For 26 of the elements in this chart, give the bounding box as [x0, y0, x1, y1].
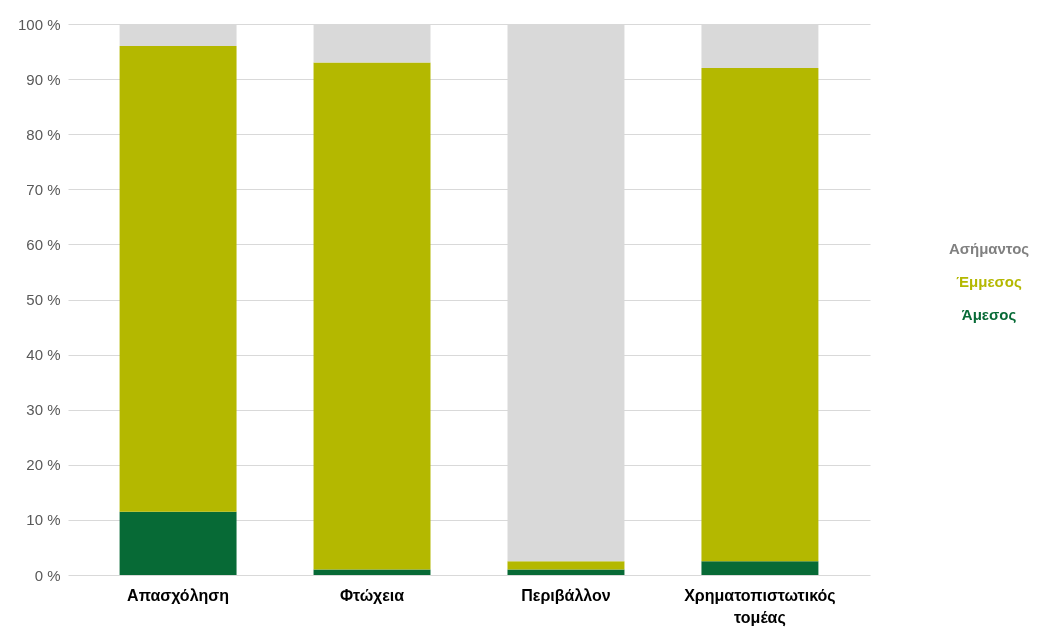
x-tick-label: Φτώχεια — [339, 586, 405, 604]
text: Έμμεσος — [956, 273, 1022, 290]
bar — [119, 511, 237, 575]
bar — [313, 569, 431, 575]
y-tick-label: 50 % — [26, 291, 61, 308]
bar — [313, 62, 431, 570]
y-tick-label: 40 % — [26, 346, 61, 364]
y-tick-label: 60 % — [26, 235, 61, 253]
y-tick-label: 70 % — [26, 180, 61, 198]
x-tick-label: Χρηματοπιστωτικός τομέας — [684, 586, 836, 627]
y-tick-label: 30 % — [26, 401, 61, 419]
y-tick-label: 10 % — [26, 511, 61, 529]
text: Ασήμαντος — [948, 240, 1030, 257]
y-tick-label: 20 % — [26, 456, 61, 474]
bar — [507, 561, 625, 570]
y-tick-label: 80 % — [26, 125, 61, 143]
x-tick-label: Απασχόληση — [127, 586, 230, 604]
bar — [701, 561, 819, 575]
bar — [701, 68, 819, 562]
y-tick-label: 100 % — [17, 15, 61, 33]
x-tick-label: Περιβάλλον — [521, 586, 611, 604]
y-tick-label: 0 % — [34, 566, 61, 584]
bar — [119, 46, 237, 512]
y-tick-label: 90 % — [26, 70, 61, 88]
text: Άμεσος — [961, 306, 1017, 323]
bar — [507, 569, 625, 575]
